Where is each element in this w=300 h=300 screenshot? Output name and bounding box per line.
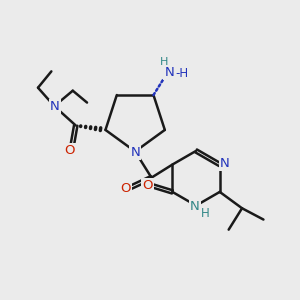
Text: N: N bbox=[164, 66, 174, 79]
Text: H: H bbox=[160, 57, 169, 67]
Text: H: H bbox=[201, 207, 209, 220]
Text: O: O bbox=[142, 179, 153, 192]
Text: N: N bbox=[130, 146, 140, 159]
Text: -H: -H bbox=[176, 67, 189, 80]
Text: N: N bbox=[220, 157, 230, 170]
Text: O: O bbox=[64, 144, 75, 157]
Text: O: O bbox=[120, 182, 131, 194]
Text: N: N bbox=[50, 100, 60, 112]
Text: N: N bbox=[190, 200, 200, 213]
